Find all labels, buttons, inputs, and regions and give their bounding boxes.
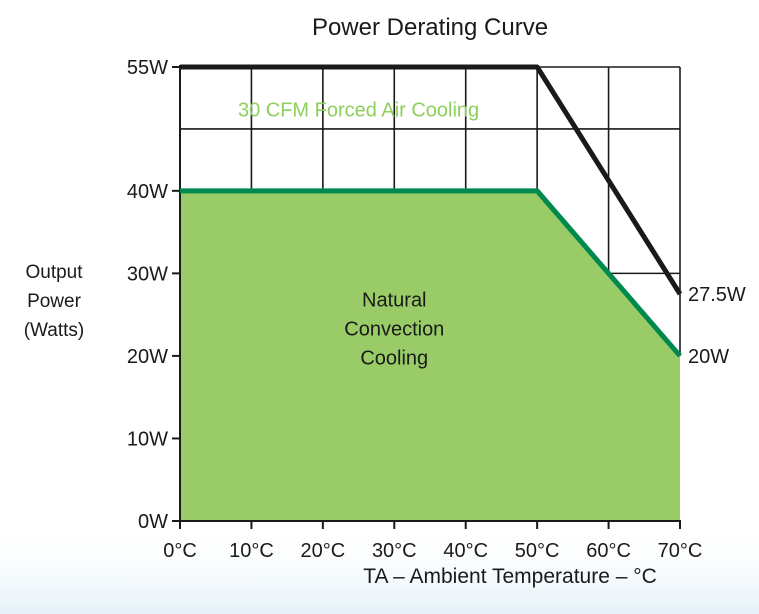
y-tick-label: 55W [127, 57, 168, 79]
natural-convection-end-label: 20W [688, 346, 729, 368]
forced-air-label: 30 CFM Forced Air Cooling [238, 100, 479, 122]
y-axis-label-line: Output [25, 262, 83, 283]
x-tick-label: 40°C [443, 540, 488, 562]
forced-air-curve [180, 64, 683, 296]
y-axis-label-line: Power [27, 291, 81, 312]
x-tick-label: 30°C [372, 540, 417, 562]
y-tick-label: 30W [127, 263, 168, 285]
x-tick-label: 20°C [301, 540, 346, 562]
x-tick-label: 60°C [586, 540, 631, 562]
natural-convection-label: Cooling [360, 347, 428, 369]
y-tick-label: 0W [138, 511, 168, 533]
y-axis-label-line: (Watts) [23, 320, 85, 341]
chart-title: Power Derating Curve [311, 14, 549, 41]
x-axis-label: TA – Ambient Temperature – °C [363, 565, 657, 588]
natural-convection-area [180, 190, 680, 521]
y-tick-label: 20W [127, 346, 168, 368]
x-tick-label: 10°C [229, 540, 274, 562]
x-tick-label: 70°C [658, 540, 703, 562]
natural-convection-label: Convection [344, 318, 444, 340]
natural-convection-curve [180, 188, 682, 358]
x-tick-label: 0°C [163, 540, 197, 562]
x-tick-label: 50°C [515, 540, 560, 562]
natural-convection-label: Natural [362, 289, 426, 311]
forced-air-end-label: 27.5W [688, 284, 746, 306]
y-tick-label: 40W [127, 181, 168, 203]
y-axis-label: Output Power (Watts) [6, 258, 102, 345]
y-tick-label: 10W [127, 428, 168, 450]
